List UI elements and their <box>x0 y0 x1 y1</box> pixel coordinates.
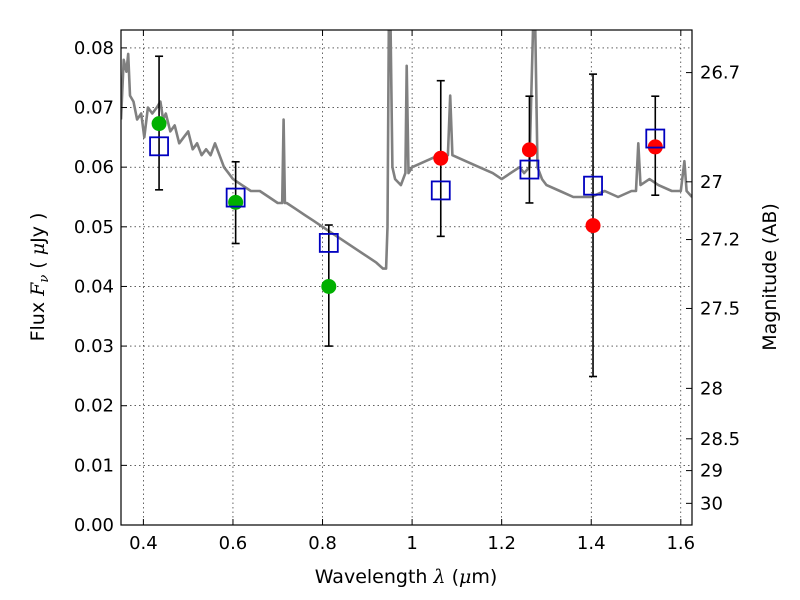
plot-frame <box>120 29 693 526</box>
x-tick-label: 0.8 <box>308 533 337 554</box>
y-tick-label: 0.08 <box>74 38 114 59</box>
x-axis-label: Wavelength λ (μm) <box>315 566 498 588</box>
y-tick-label: 0.00 <box>74 515 114 536</box>
y-tick-label: 0.07 <box>74 98 114 119</box>
x-tick-label: 0.4 <box>129 533 158 554</box>
y-axis-label: Flux Fν ( μJy ) <box>27 213 52 342</box>
magnitude-tick-label: 27 <box>700 172 723 193</box>
observed-point <box>585 218 601 234</box>
synthetic-square <box>430 180 451 201</box>
magnitude-tick-label: 28.5 <box>700 429 740 450</box>
x-axis-ticks: 0.4 0.6 0.8 1 1.2 1.4 1.6 <box>129 30 695 554</box>
observed-point <box>521 142 537 158</box>
synthetic-square <box>318 233 339 253</box>
synthetic-square <box>583 175 603 196</box>
model-spectrum-line <box>121 30 692 270</box>
magnitude-tick-label: 27.2 <box>700 230 740 251</box>
observed-point <box>151 116 167 132</box>
observed-point <box>321 278 337 294</box>
magnitude-tick-label: 27.5 <box>700 298 740 319</box>
observed-point <box>433 150 449 166</box>
observed-point <box>228 194 244 210</box>
y-tick-label: 0.04 <box>74 276 114 297</box>
x-tick-label: 0.6 <box>219 533 248 554</box>
synthetic-square <box>225 187 246 208</box>
synthetic-square <box>149 136 169 157</box>
magnitude-tick-label: 28 <box>700 378 723 399</box>
y-tick-label: 0.02 <box>74 396 114 417</box>
magnitude-tick-label: 29 <box>700 461 723 482</box>
y-tick-label: 0.05 <box>74 217 114 238</box>
y-axis-ticks: 0.00 0.01 0.02 0.03 0.04 0.05 0.06 0.07 0.08 <box>74 38 127 536</box>
synthetic-square <box>645 128 666 149</box>
grid-lines <box>121 30 692 525</box>
magnitude-axis-ticks: 26.7 27 27.2 27.5 28 28.5 29 30 <box>686 63 740 514</box>
data-points <box>149 116 666 294</box>
y-tick-label: 0.03 <box>74 336 114 357</box>
magnitude-axis-label: Magnitude (AB) <box>759 203 781 351</box>
x-tick-label: 1.4 <box>577 533 606 554</box>
synthetic-square <box>519 159 540 180</box>
x-tick-label: 1.6 <box>666 533 695 554</box>
x-tick-label: 1.2 <box>487 533 516 554</box>
magnitude-tick-label: 30 <box>700 493 723 514</box>
x-tick-label: 1 <box>406 533 417 554</box>
y-tick-label: 0.01 <box>74 455 114 476</box>
magnitude-tick-label: 26.7 <box>700 63 740 84</box>
y-tick-label: 0.06 <box>74 157 114 178</box>
model-spectrum <box>121 30 692 270</box>
